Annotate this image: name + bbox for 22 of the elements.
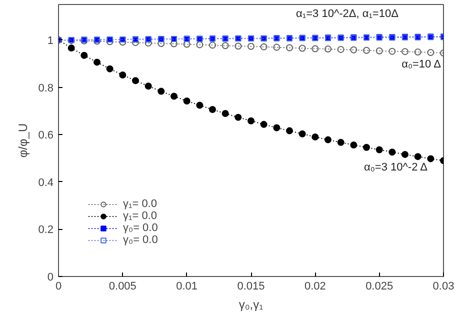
y-tick-label: 0	[47, 272, 54, 284]
x-tick-label: 0.01	[176, 280, 198, 292]
annotation: α₀=10 Δ	[402, 58, 442, 70]
y-tick-label: 0.2	[38, 224, 54, 236]
x-axis-title: γ₀,γ₁	[238, 298, 264, 312]
x-tick-label: 0.02	[304, 280, 326, 292]
y-tick-label: 0.4	[38, 176, 54, 189]
y-tick-label: 0.6	[38, 130, 54, 142]
y-tick-label: 0.8	[38, 82, 54, 94]
x-tick-label: 0.025	[366, 280, 394, 292]
legend-label: γ₀= 0.0	[123, 222, 158, 234]
legend-label: γ₀= 0.0	[123, 234, 158, 246]
annotation: α₁=3 10^-2Δ, α₁=10Δ	[296, 8, 400, 20]
x-tick-label: 0.015	[237, 280, 265, 292]
x-tick-label: 0.005	[108, 280, 136, 292]
legend-label: γ₁= 0.0	[123, 210, 157, 222]
legend-label: γ₁= 0.0	[123, 198, 157, 210]
y-tick-label: 1	[47, 34, 54, 47]
y-axis-title: φ/φ_U	[16, 123, 30, 158]
annotation: α₀=3 10^-2 Δ	[364, 162, 428, 174]
x-tick-label: 0.03	[432, 280, 454, 292]
x-tick-label: 0	[55, 280, 62, 292]
